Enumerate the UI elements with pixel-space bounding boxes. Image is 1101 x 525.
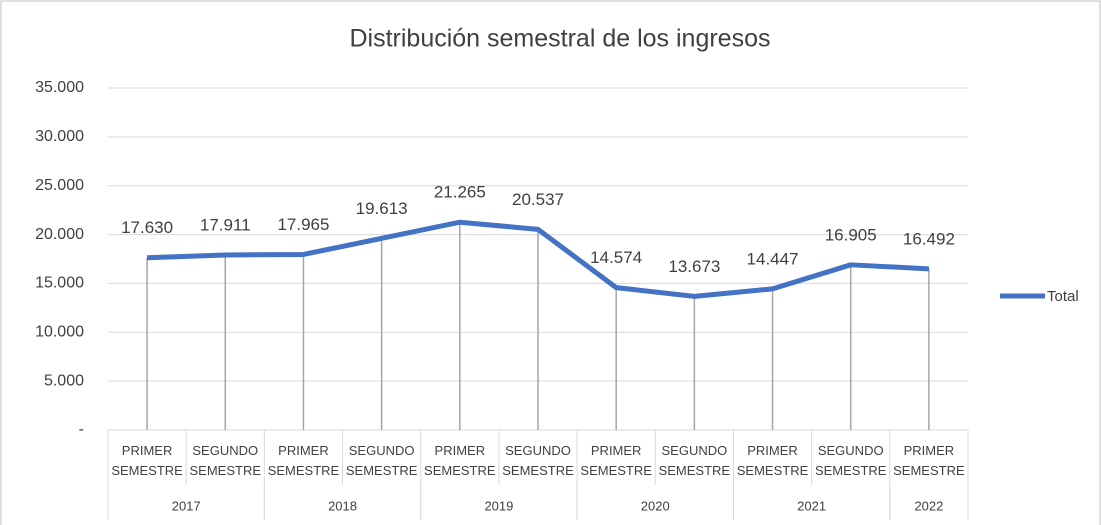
y-tick-label: 15.000 bbox=[35, 275, 84, 292]
x-tick-label: PRIMER SEMESTRE bbox=[736, 443, 809, 478]
legend-label: Total bbox=[1047, 288, 1079, 305]
y-tick-label: 35.000 bbox=[35, 79, 84, 96]
y-tick-label: - bbox=[79, 421, 84, 438]
group-label: 2021 bbox=[797, 498, 826, 513]
chart-title: Distribución semestral de los ingresos bbox=[349, 25, 770, 53]
y-tick-label: 5.000 bbox=[44, 372, 84, 389]
data-label: 20.537 bbox=[512, 190, 564, 209]
y-tick-label: 20.000 bbox=[35, 226, 84, 243]
series-line bbox=[147, 219, 930, 299]
data-label: 21.265 bbox=[434, 183, 486, 202]
x-tick-label: PRIMER SEMESTRE bbox=[111, 443, 183, 478]
group-label: 2020 bbox=[641, 498, 670, 513]
data-label: 17.630 bbox=[121, 218, 173, 237]
x-tick-label: SEGUNDO SEMESTRE bbox=[658, 443, 731, 478]
x-tick-label: SEGUNDO SEMESTRE bbox=[189, 443, 262, 478]
data-label: 14.447 bbox=[747, 249, 799, 268]
x-tick-label: PRIMER SEMESTRE bbox=[267, 443, 340, 478]
y-tick-label: 10.000 bbox=[35, 324, 84, 341]
data-label: 19.613 bbox=[356, 199, 408, 218]
data-label: 17.911 bbox=[200, 215, 251, 234]
data-label: 13.673 bbox=[668, 257, 720, 276]
x-tick-label: PRIMER SEMESTRE bbox=[580, 443, 652, 478]
y-tick-label: 25.000 bbox=[35, 177, 84, 194]
x-tick-label: SEGUNDO SEMESTRE bbox=[814, 443, 887, 478]
x-tick-label: SEGUNDO SEMESTRE bbox=[345, 443, 418, 478]
y-tick-label: 30.000 bbox=[35, 128, 84, 145]
data-label: 16.492 bbox=[903, 229, 955, 248]
group-label: 2019 bbox=[484, 498, 513, 513]
x-tick-label: PRIMER SEMESTRE bbox=[424, 443, 496, 478]
group-label: 2022 bbox=[914, 498, 943, 513]
data-label: 17.965 bbox=[277, 215, 329, 234]
data-label: 16.905 bbox=[825, 225, 877, 244]
x-tick-label: PRIMER SEMESTRE bbox=[893, 443, 965, 478]
group-label: 2018 bbox=[328, 498, 357, 513]
group-label: 2017 bbox=[172, 498, 201, 513]
x-tick-label: SEGUNDO SEMESTRE bbox=[502, 443, 574, 478]
data-label: 14.574 bbox=[590, 248, 642, 267]
